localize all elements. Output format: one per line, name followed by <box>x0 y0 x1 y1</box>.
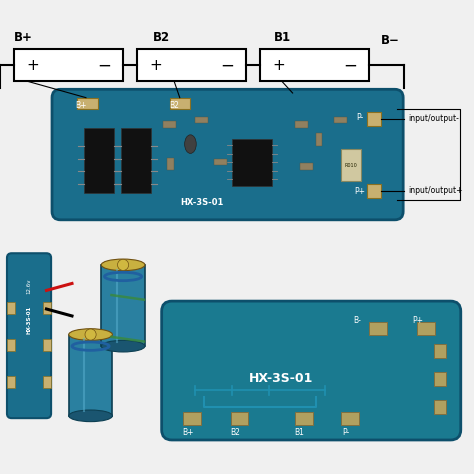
Bar <box>335 117 347 123</box>
Bar <box>163 121 175 128</box>
Bar <box>7 376 15 388</box>
Text: B1: B1 <box>274 31 291 44</box>
Bar <box>83 128 114 193</box>
Ellipse shape <box>101 259 145 271</box>
Bar <box>341 149 361 181</box>
Ellipse shape <box>69 329 112 340</box>
Bar <box>137 49 246 82</box>
Bar <box>167 157 173 170</box>
Text: B1: B1 <box>295 428 304 438</box>
Bar <box>367 111 381 126</box>
Text: +: + <box>26 58 39 73</box>
Text: P+: P+ <box>412 316 424 325</box>
Text: −: − <box>344 56 357 74</box>
Text: HX-3S-01: HX-3S-01 <box>249 372 313 385</box>
Bar <box>77 98 98 109</box>
Text: −: − <box>221 56 235 74</box>
Text: B+: B+ <box>14 31 33 44</box>
Bar <box>43 302 51 314</box>
Bar <box>214 158 227 165</box>
Text: B2: B2 <box>153 31 171 44</box>
Bar <box>7 302 15 314</box>
Circle shape <box>118 259 128 271</box>
Text: −: − <box>98 56 111 74</box>
Bar <box>300 163 312 170</box>
Bar <box>369 321 387 335</box>
FancyBboxPatch shape <box>52 89 403 220</box>
Text: input/output-: input/output- <box>409 114 460 123</box>
Bar <box>316 133 322 146</box>
Bar <box>170 98 191 109</box>
Text: R010: R010 <box>345 163 357 167</box>
Bar <box>295 121 308 128</box>
Text: B+: B+ <box>75 101 87 110</box>
Ellipse shape <box>69 410 112 422</box>
Bar <box>231 412 248 425</box>
Bar <box>101 265 145 346</box>
Bar <box>195 117 208 123</box>
FancyBboxPatch shape <box>162 301 461 440</box>
Bar <box>121 128 151 193</box>
Text: HX-3S-01: HX-3S-01 <box>181 198 224 207</box>
Text: B2: B2 <box>169 101 179 110</box>
Text: P-: P- <box>342 428 350 438</box>
Bar <box>434 344 446 358</box>
Text: P+: P+ <box>355 187 365 196</box>
Bar <box>434 372 446 386</box>
Text: 12.6v: 12.6v <box>27 278 32 294</box>
Ellipse shape <box>185 135 196 154</box>
Bar <box>260 49 369 82</box>
Text: input/output+: input/output+ <box>409 186 463 195</box>
Bar <box>341 412 359 425</box>
Text: B-: B- <box>354 316 362 325</box>
Bar <box>295 412 312 425</box>
Text: +: + <box>273 58 285 73</box>
Text: B+: B+ <box>182 428 194 438</box>
Text: P-: P- <box>356 113 364 122</box>
Text: B−: B− <box>381 34 400 46</box>
Bar <box>232 139 272 186</box>
Circle shape <box>85 329 96 340</box>
Bar <box>43 376 51 388</box>
Bar <box>7 339 15 351</box>
Bar <box>417 321 435 335</box>
Ellipse shape <box>101 340 145 352</box>
FancyBboxPatch shape <box>7 253 51 418</box>
Bar <box>69 335 112 416</box>
Text: HX-3S-01: HX-3S-01 <box>27 306 32 334</box>
Text: +: + <box>149 58 162 73</box>
Bar <box>367 183 381 198</box>
Bar <box>14 49 123 82</box>
Text: B2: B2 <box>230 428 240 438</box>
Bar <box>434 400 446 413</box>
Bar <box>183 412 201 425</box>
Bar <box>43 339 51 351</box>
